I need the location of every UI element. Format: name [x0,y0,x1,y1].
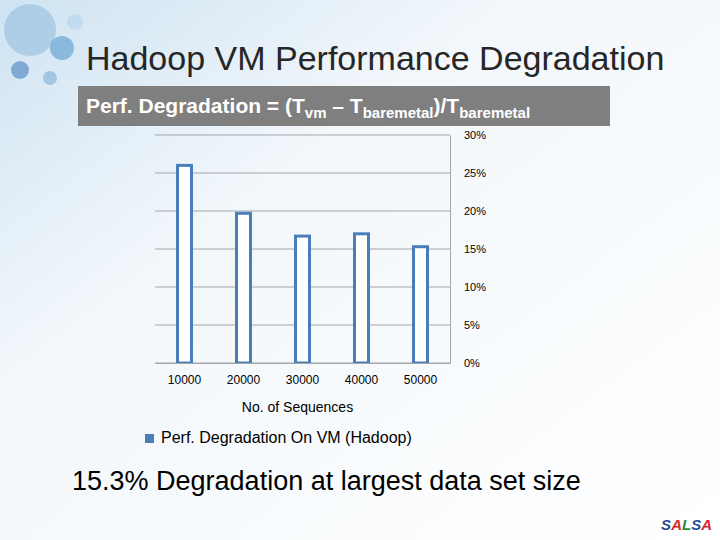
y-tick: 15% [450,243,486,255]
grid-line [155,173,450,174]
x-tick-label: 30000 [286,373,320,387]
formula-subscript: vm [305,104,327,121]
legend-swatch [145,434,154,443]
x-tick-label: 50000 [404,373,438,387]
y-tick-label: 0% [464,357,480,369]
x-tick-label: 10000 [168,373,202,387]
x-tick: 50000 [404,363,438,387]
x-axis: 10000 20000 30000 40000 50000 [156,363,451,387]
y-axis-line [450,136,451,364]
y-tick: 20% [450,205,486,217]
decoration [4,4,83,85]
y-tick: 10% [450,281,486,293]
y-tick-label: 10% [464,281,486,293]
decoration-circle [67,14,83,30]
x-axis-title: No. of Sequences [242,399,353,415]
grid [155,135,450,363]
logo-letter: L [682,516,691,533]
decoration-circle [50,36,74,60]
formula-box [78,86,610,126]
y-tick-label: 15% [464,243,486,255]
formula-subscript: baremetal [459,104,530,121]
legend: Perf. Degradation On VM (Hadoop) [145,429,412,446]
y-tick-label: 20% [464,205,486,217]
decoration-circle [43,71,57,85]
x-tick: 40000 [345,363,379,387]
footer-note: 15.3% Degradation at largest data set si… [72,466,581,496]
x-tick: 30000 [286,363,320,387]
decoration-circle [4,4,56,56]
y-tick: 5% [450,319,480,331]
x-axis-line [156,363,451,364]
formula-text: – T [326,94,362,117]
background [0,0,720,540]
formula-text: )/T [434,94,460,117]
formula: Perf. Degradation = (Tvm – Tbaremetal)/T… [86,94,530,121]
grid-line [155,135,450,136]
bar [237,213,251,363]
logo-letter: S [691,516,701,533]
x-tick: 20000 [227,363,261,387]
logo-letter: S [661,516,671,533]
legend-label: Perf. Degradation On VM (Hadoop) [161,429,412,446]
bar [414,247,428,363]
bar [178,165,192,363]
y-tick: 30% [450,129,486,141]
formula-text: Perf. Degradation = (T [86,94,305,117]
logo-letter: A [670,516,682,533]
logo-letter: A [700,516,712,533]
logo: SALSA [661,516,712,533]
decoration-circle [11,61,29,79]
bar [355,234,369,363]
bars [178,165,428,363]
y-tick: 0% [450,357,480,369]
y-axis: 0% 5% 10% 15% 20% 25% 30% [450,129,486,369]
y-tick-label: 5% [464,319,480,331]
y-tick-label: 30% [464,129,486,141]
slide: Hadoop VM Performance Degradation Perf. D… [0,0,720,540]
slide-title: Hadoop VM Performance Degradation [86,39,664,77]
y-tick-label: 25% [464,167,486,179]
bar [296,236,310,363]
x-tick-label: 40000 [345,373,379,387]
grid-line [155,211,450,212]
y-tick: 25% [450,167,486,179]
formula-subscript: baremetal [363,104,434,121]
x-tick: 10000 [168,363,202,387]
x-tick-label: 20000 [227,373,261,387]
